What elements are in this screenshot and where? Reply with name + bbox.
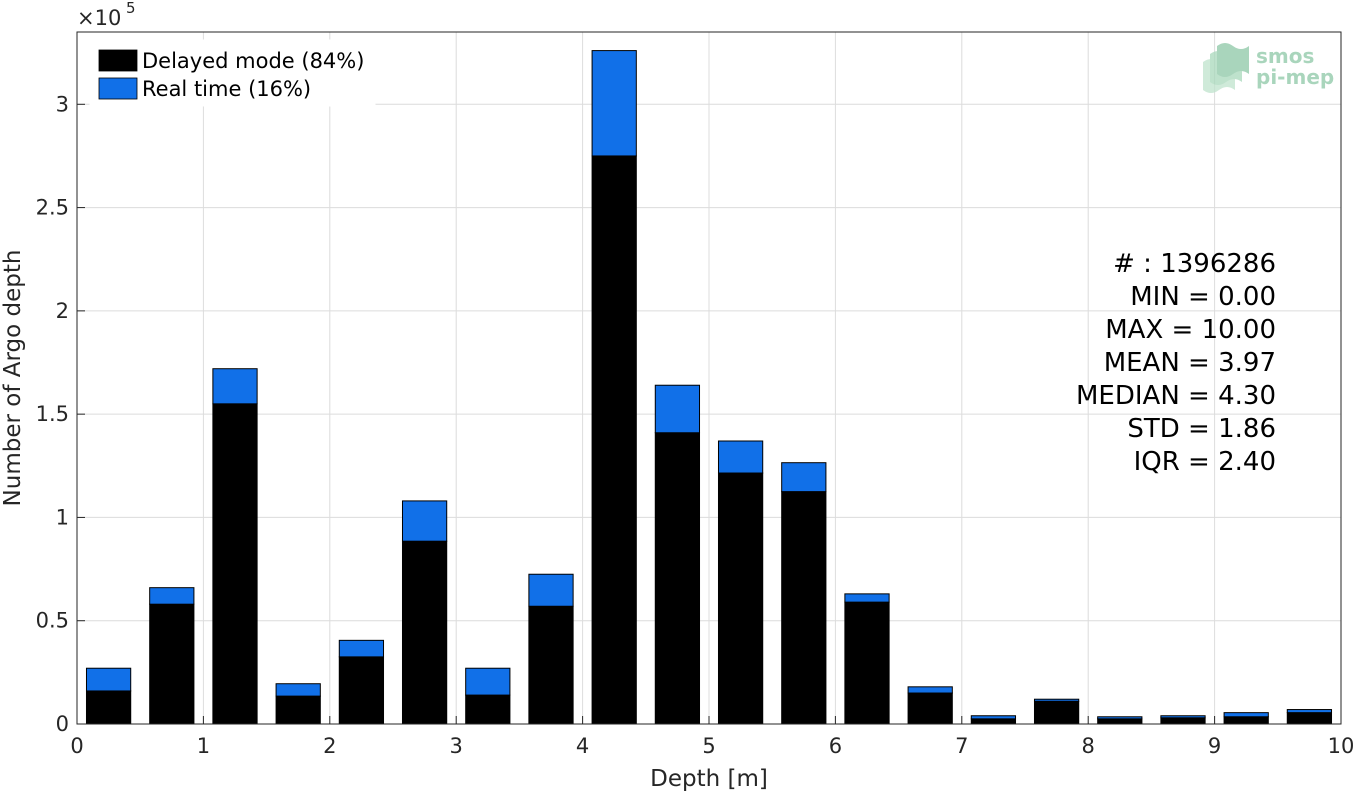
bar-delayed-mode — [907, 692, 953, 725]
y-tick-label: 2.5 — [36, 196, 69, 220]
bar-delayed-mode — [465, 694, 511, 725]
stat-line: STD = 1.86 — [1127, 414, 1276, 444]
x-tick-label: 1 — [197, 734, 210, 758]
stat-line: MIN = 0.00 — [1130, 282, 1276, 312]
bar-delayed-mode — [781, 491, 827, 725]
bar-delayed-mode — [654, 432, 701, 725]
stat-line: IQR = 2.40 — [1134, 447, 1276, 477]
stat-line: MEDIAN = 4.30 — [1076, 381, 1276, 411]
bar-real-time — [591, 50, 637, 157]
y-exponent-base: ×10 — [77, 6, 121, 30]
bar-real-time — [844, 593, 890, 603]
stat-line: MAX = 10.00 — [1105, 315, 1276, 345]
legend: Delayed mode (84%) Real time (16%) — [89, 39, 376, 107]
bar-real-time — [1033, 698, 1080, 702]
y-ticks: 0 0.5 1 1.5 2 2.5 3 — [36, 92, 85, 736]
bar-real-time — [1223, 712, 1269, 718]
legend-label-realtime: Real time (16%) — [142, 77, 311, 101]
bar-real-time — [275, 683, 321, 697]
bar-real-time — [1097, 716, 1143, 720]
bar-real-time — [85, 667, 132, 692]
y-tick-label: 3 — [56, 92, 69, 116]
x-tick-label: 10 — [1328, 734, 1354, 758]
bar-delayed-mode — [85, 690, 132, 725]
smos-pi-mep-logo: smos pi-mep — [1203, 43, 1334, 93]
bar-delayed-mode — [1286, 712, 1333, 725]
x-tick-label: 8 — [1082, 734, 1095, 758]
y-exponent-power: 5 — [126, 0, 136, 17]
x-tick-label: 2 — [323, 734, 336, 758]
y-tick-label: 1 — [56, 505, 69, 529]
bar-delayed-mode — [275, 695, 321, 725]
x-tick-label: 5 — [702, 734, 715, 758]
x-axis-title: Depth [m] — [650, 766, 768, 792]
bar-delayed-mode — [401, 540, 448, 725]
bar-real-time — [1286, 709, 1333, 714]
svg-text:pi-mep: pi-mep — [1256, 65, 1334, 89]
bar-real-time — [401, 500, 448, 542]
bar-real-time — [1160, 715, 1206, 719]
bar-real-time — [465, 667, 511, 696]
bar-delayed-mode — [1097, 718, 1143, 725]
legend-swatch-realtime — [98, 77, 138, 100]
x-tick-label: 0 — [70, 734, 83, 758]
bar-delayed-mode — [970, 718, 1017, 725]
y-tick-label: 0.5 — [36, 609, 69, 633]
bar-delayed-mode — [1160, 717, 1206, 725]
bar-delayed-mode — [591, 155, 637, 725]
x-tick-label: 6 — [829, 734, 842, 758]
x-tick-label: 9 — [1208, 734, 1221, 758]
x-tick-label: 7 — [955, 734, 968, 758]
y-axis-title: Number of Argo depth — [0, 250, 26, 507]
legend-swatch-delayed — [98, 49, 138, 72]
bar-delayed-mode — [1223, 716, 1269, 725]
x-tick-label: 4 — [576, 734, 589, 758]
bar-real-time — [654, 384, 701, 434]
bar-real-time — [907, 686, 953, 694]
y-tick-label: 1.5 — [36, 402, 69, 426]
bar-real-time — [149, 587, 195, 605]
bar-real-time — [212, 368, 258, 405]
bar-delayed-mode — [1033, 700, 1080, 725]
x-tick-label: 3 — [450, 734, 463, 758]
stat-line: # : 1396286 — [1113, 249, 1276, 279]
bar-delayed-mode — [528, 605, 574, 725]
bar-real-time — [781, 462, 827, 493]
y-tick-label: 0 — [56, 712, 69, 736]
bar-delayed-mode — [844, 601, 890, 725]
bar-delayed-mode — [717, 472, 764, 725]
bar-real-time — [717, 440, 764, 474]
bar-delayed-mode — [338, 656, 385, 725]
svg-text:smos: smos — [1256, 44, 1314, 68]
bar-delayed-mode — [212, 403, 258, 725]
legend-box — [89, 39, 376, 107]
stat-line: MEAN = 3.97 — [1104, 348, 1276, 378]
bar-delayed-mode — [149, 603, 195, 725]
legend-label-delayed: Delayed mode (84%) — [142, 49, 364, 73]
y-tick-label: 2 — [56, 299, 69, 323]
x-ticks: 0 1 2 3 4 5 6 7 8 9 10 — [70, 716, 1354, 758]
bar-real-time — [338, 639, 385, 658]
bar-real-time — [528, 573, 574, 607]
bar-real-time — [970, 715, 1017, 720]
